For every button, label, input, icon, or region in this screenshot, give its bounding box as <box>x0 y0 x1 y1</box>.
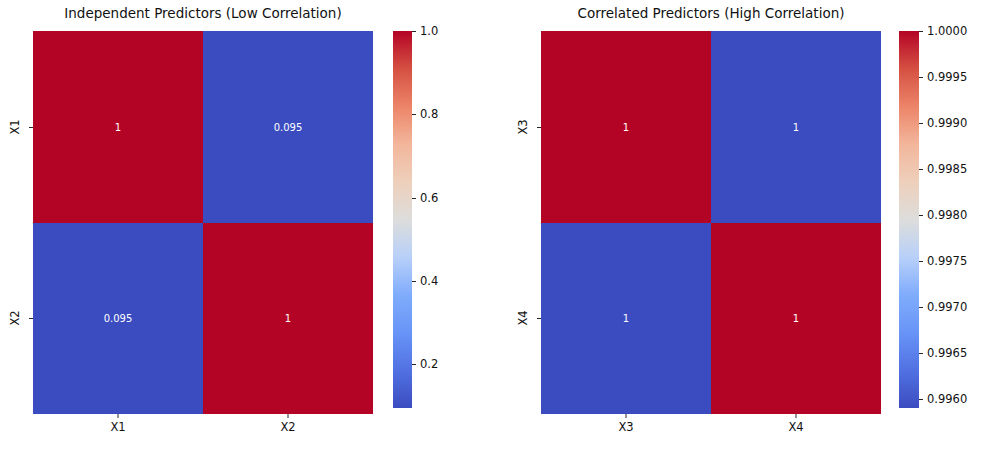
cell-annotation: 1 <box>623 121 629 132</box>
colorbar-tick-mark <box>919 215 923 216</box>
y-axis: X1 X2 <box>0 31 33 414</box>
y-axis: X3 X4 <box>494 31 541 414</box>
heatmap-cell: 1 <box>711 31 881 223</box>
colorbar-tick-label: 0.9980 <box>927 208 967 222</box>
x-tick-label: X2 <box>280 420 295 434</box>
colorbar-tick-label: 0.8 <box>420 107 438 121</box>
x-axis: X3 X4 <box>541 414 881 438</box>
heatmap-cell: 1 <box>541 31 711 223</box>
x-tick-mark <box>796 414 797 418</box>
colorbar-tick-mark <box>412 281 416 282</box>
chart-title: Correlated Predictors (High Correlation) <box>541 4 881 22</box>
heatmap-cell: 1 <box>203 223 373 415</box>
heatmap-cell: 1 <box>33 31 203 223</box>
x-tick-mark <box>118 414 119 418</box>
heatmap-grid: 1 0.095 0.095 1 <box>33 31 373 414</box>
colorbar-tick-mark <box>412 198 416 199</box>
cell-annotation: 0.095 <box>104 313 133 324</box>
colorbar-tick-label: 0.6 <box>420 191 438 205</box>
colorbar-tick-label: 0.2 <box>420 357 438 371</box>
colorbar-tick-mark <box>919 31 923 32</box>
colorbar-tick-label: 0.9990 <box>927 116 967 130</box>
colorbar-tick-mark <box>919 307 923 308</box>
colorbar-tick-label: 1.0000 <box>927 24 967 38</box>
colorbar-tick-mark <box>919 77 923 78</box>
x-tick-mark <box>288 414 289 418</box>
colorbar-tick-label: 0.9995 <box>927 70 967 84</box>
colorbar: 1.00.80.60.40.2 <box>393 31 412 408</box>
colorbar-gradient <box>899 31 919 408</box>
y-tick-label: X2 <box>8 311 22 326</box>
colorbar-tick-mark <box>919 123 923 124</box>
colorbar-tick-label: 0.9965 <box>927 346 967 360</box>
colorbar-tick-mark <box>412 364 416 365</box>
chart-title: Independent Predictors (Low Correlation) <box>33 4 373 22</box>
correlation-heatmaps-figure: Independent Predictors (Low Correlation)… <box>0 0 988 449</box>
cell-annotation: 1 <box>623 313 629 324</box>
colorbar-tick-mark <box>919 353 923 354</box>
colorbar-tick-label: 1.0 <box>420 24 438 38</box>
y-tick-label: X1 <box>8 119 22 134</box>
heatmap-cell: 0.095 <box>203 31 373 223</box>
colorbar-tick-label: 0.9970 <box>927 300 967 314</box>
cell-annotation: 1 <box>793 121 799 132</box>
heatmap-cell: 1 <box>711 223 881 415</box>
colorbar-tick-mark <box>412 31 416 32</box>
x-tick-label: X4 <box>788 420 803 434</box>
x-axis: X1 X2 <box>33 414 373 438</box>
colorbar-tick-mark <box>919 399 923 400</box>
colorbar: 1.00000.99950.99900.99850.99800.99750.99… <box>899 31 919 408</box>
x-tick-label: X3 <box>618 420 633 434</box>
colorbar-tick-label: 0.9985 <box>927 162 967 176</box>
heatmap-grid: 1 1 1 1 <box>541 31 881 414</box>
cell-annotation: 0.095 <box>274 121 303 132</box>
colorbar-tick-label: 0.9975 <box>927 254 967 268</box>
x-tick-label: X1 <box>110 420 125 434</box>
cell-annotation: 1 <box>115 121 121 132</box>
heatmap-cell: 0.095 <box>33 223 203 415</box>
cell-annotation: 1 <box>285 313 291 324</box>
colorbar-tick-label: 0.4 <box>420 274 438 288</box>
heatmap-cell: 1 <box>541 223 711 415</box>
colorbar-gradient <box>393 31 412 408</box>
colorbar-tick-mark <box>919 169 923 170</box>
colorbar-tick-mark <box>919 261 923 262</box>
heatmap-panel-high-correlation: Correlated Predictors (High Correlation)… <box>494 0 988 449</box>
y-tick-label: X4 <box>516 311 530 326</box>
colorbar-tick-mark <box>412 114 416 115</box>
colorbar-tick-label: 0.9960 <box>927 392 967 406</box>
y-tick-label: X3 <box>516 119 530 134</box>
cell-annotation: 1 <box>793 313 799 324</box>
heatmap-panel-low-correlation: Independent Predictors (Low Correlation)… <box>0 0 494 449</box>
x-tick-mark <box>626 414 627 418</box>
